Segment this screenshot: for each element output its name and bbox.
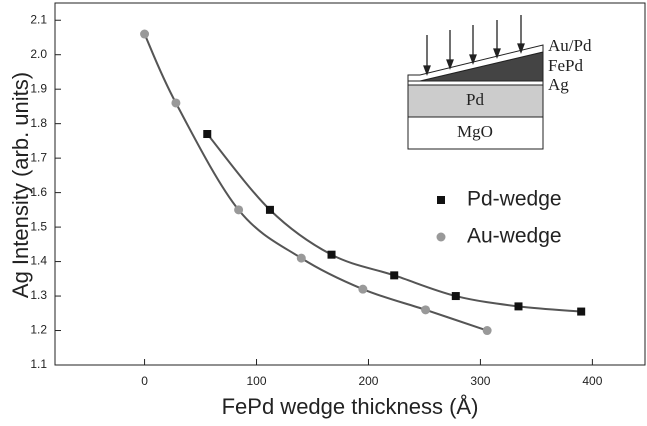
y-tick-label: 1.7 — [30, 150, 47, 164]
inset-label: Ag — [548, 75, 569, 94]
marker — [577, 307, 586, 316]
marker — [296, 253, 306, 263]
marker — [203, 130, 212, 139]
marker — [451, 292, 460, 301]
y-tick-label: 2.1 — [30, 12, 47, 26]
legend-marker — [436, 232, 446, 242]
y-tick-label: 1.8 — [30, 116, 47, 130]
marker — [514, 302, 523, 311]
x-tick-label: 100 — [247, 374, 267, 388]
pd-layer — [407, 84, 544, 118]
y-tick-label: 1.4 — [30, 254, 47, 268]
x-tick-label: 0 — [141, 374, 148, 388]
y-tick-label: 1.9 — [30, 81, 47, 95]
y-tick-label: 1.6 — [30, 185, 47, 199]
inset-label: Au/Pd — [548, 36, 592, 55]
marker — [327, 250, 336, 259]
x-axis-label: FePd wedge thickness (Å) — [222, 394, 479, 419]
legend-label: Pd-wedge — [467, 188, 562, 211]
fit-curve — [206, 133, 582, 313]
marker — [234, 205, 244, 215]
aupd-layer — [407, 44, 544, 82]
arrows — [423, 15, 525, 76]
legend-label: Au-wedge — [467, 225, 562, 248]
y-tick-label: 1.5 — [30, 219, 47, 233]
inset-label: FePd — [548, 56, 583, 75]
x-tick-label: 400 — [582, 374, 602, 388]
ag-layer — [407, 80, 544, 86]
legend-marker — [437, 196, 445, 204]
y-tick-label: 1.1 — [30, 357, 47, 371]
inset-label: Pd — [466, 90, 484, 109]
marker — [390, 271, 399, 280]
marker — [421, 305, 431, 315]
marker — [265, 205, 274, 214]
y-tick-label: 2.0 — [30, 47, 47, 61]
y-tick-label: 1.2 — [30, 323, 47, 337]
y-tick-label: 1.3 — [30, 288, 47, 302]
marker — [171, 98, 181, 108]
plot-frame — [54, 2, 646, 366]
inset-diagram: Au/Pd FePd Ag Pd MgO — [407, 15, 592, 150]
marker — [482, 326, 492, 336]
x-tick-label: 300 — [470, 374, 490, 388]
inset-label: MgO — [457, 122, 493, 141]
marker — [358, 284, 368, 294]
marker — [140, 29, 150, 39]
x-tick-label: 200 — [358, 374, 378, 388]
y-axis-label: Ag Intensity (arb. units) — [8, 72, 33, 298]
